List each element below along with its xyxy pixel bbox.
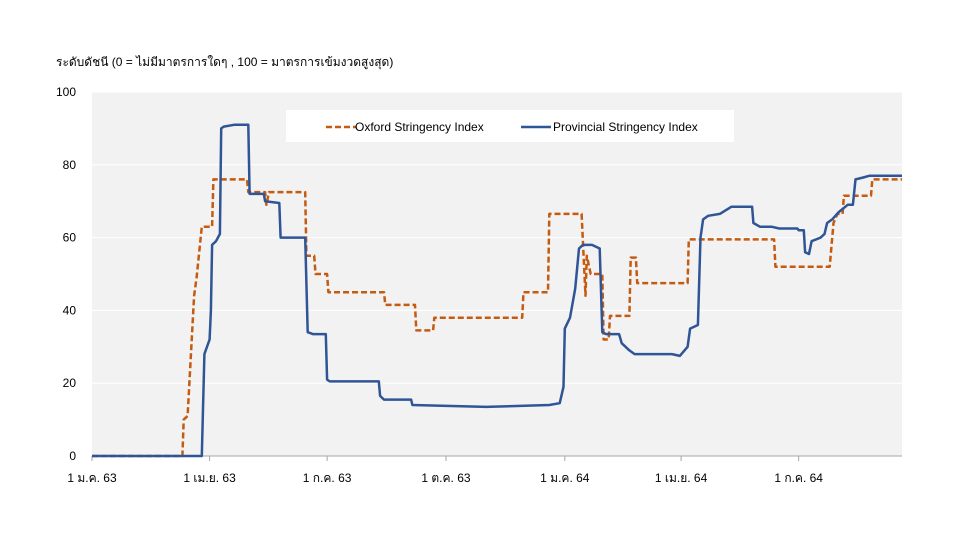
y-tick-label: 60 <box>63 231 77 245</box>
legend-label-oxford: Oxford Stringency Index <box>355 120 484 134</box>
x-axis-ticks: 1 ม.ค. 63 1 เม.ย. 63 1 ก.ค. 63 1 ต.ค. 63 1 ม… <box>67 456 823 485</box>
legend-label-provincial: Provincial Stringency Index <box>553 120 698 134</box>
grid-lines <box>92 91 902 384</box>
y-tick-label: 0 <box>69 449 76 463</box>
legend-box <box>286 110 734 142</box>
y-tick-label: 20 <box>63 376 77 390</box>
x-tick-label: 1 ม.ค. 64 <box>540 471 590 485</box>
x-tick-label: 1 ก.ค. 64 <box>774 471 823 485</box>
x-tick-label: 1 ก.ค. 63 <box>303 471 352 485</box>
y-tick-label: 100 <box>56 85 76 99</box>
y-tick-label: 40 <box>63 303 77 317</box>
series-line-provincial <box>92 123 902 458</box>
x-tick-label: 1 ต.ค. 63 <box>421 471 471 485</box>
y-axis-label: ระดับดัชนี (0 = ไม่มีมาตรการใดๆ , 100 = … <box>56 55 393 70</box>
x-tick-label: 1 เม.ย. 63 <box>183 471 236 485</box>
y-tick-label: 80 <box>63 158 77 172</box>
x-tick-label: 1 เม.ย. 64 <box>655 471 708 485</box>
plot-area <box>92 92 902 456</box>
series-line-oxford <box>92 178 902 458</box>
legend: Oxford Stringency Index Provincial Strin… <box>286 110 734 142</box>
series-layer <box>92 123 902 458</box>
x-tick-label: 1 ม.ค. 63 <box>67 471 117 485</box>
y-axis-ticks: 0 20 40 60 80 100 <box>56 85 76 463</box>
